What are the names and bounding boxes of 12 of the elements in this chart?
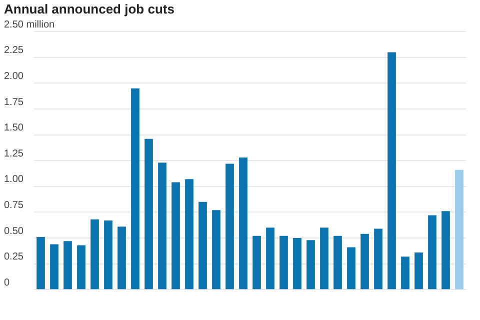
- y-tick-label: 2.50 million: [4, 19, 55, 30]
- y-tick-label: 1.00: [4, 174, 24, 186]
- y-tick-label: 0.75: [4, 200, 24, 211]
- y-tick-label: 2.25: [4, 45, 24, 56]
- y-tick-label: 1.50: [4, 122, 24, 134]
- chart-title: Annual announced job cuts: [4, 1, 174, 16]
- y-tick-label: 2.00: [4, 70, 24, 82]
- y-tick-label: 1.75: [4, 96, 24, 108]
- y-tick-label: 1.25: [4, 148, 24, 160]
- y-tick-label: 0.25: [4, 252, 24, 263]
- y-tick-label: 0.50: [4, 226, 24, 237]
- y-tick-label: 0: [4, 277, 10, 288]
